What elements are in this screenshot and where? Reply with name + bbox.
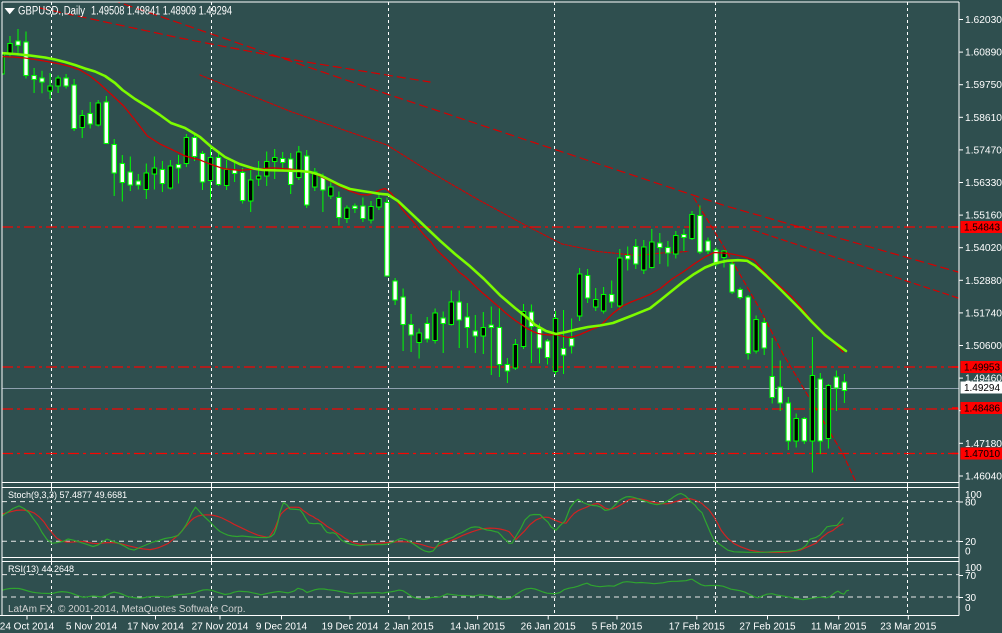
- svg-text:14 Jan 2015: 14 Jan 2015: [450, 622, 505, 633]
- svg-text:17 Feb 2015: 17 Feb 2015: [669, 622, 726, 633]
- svg-text:9 Dec 2014: 9 Dec 2014: [256, 622, 308, 633]
- svg-text:30: 30: [965, 593, 977, 604]
- svg-text:27 Nov 2014: 27 Nov 2014: [192, 622, 249, 633]
- svg-text:17 Nov 2014: 17 Nov 2014: [127, 622, 184, 633]
- svg-text:1.49508 1.49841 1.48909 1.4929: 1.49508 1.49841 1.48909 1.49294: [91, 6, 232, 18]
- svg-text:1.49294: 1.49294: [964, 382, 1000, 394]
- svg-text:27 Feb 2015: 27 Feb 2015: [739, 622, 796, 633]
- svg-text:1.57470: 1.57470: [965, 144, 1002, 156]
- svg-text:70: 70: [965, 571, 977, 582]
- svg-text:0: 0: [965, 547, 971, 558]
- svg-text:1.60890: 1.60890: [965, 47, 1002, 59]
- svg-text:1.48486: 1.48486: [964, 403, 1000, 415]
- svg-text:Stoch(9,3,3) 57.4877 49.6681: Stoch(9,3,3) 57.4877 49.6681: [8, 490, 127, 500]
- svg-text:GBPUSD.,Daily: GBPUSD.,Daily: [18, 6, 85, 18]
- svg-text:5 Feb 2015: 5 Feb 2015: [592, 622, 643, 633]
- svg-text:26 Jan 2015: 26 Jan 2015: [521, 622, 576, 633]
- svg-text:1.62030: 1.62030: [965, 14, 1002, 26]
- svg-text:80: 80: [965, 498, 977, 509]
- svg-text:1.54843: 1.54843: [964, 222, 1000, 234]
- svg-text:1.47180: 1.47180: [965, 438, 1002, 450]
- svg-text:11 Mar 2015: 11 Mar 2015: [811, 622, 867, 633]
- svg-text:1.55160: 1.55160: [965, 210, 1002, 222]
- svg-text:1.50600: 1.50600: [965, 340, 1002, 352]
- svg-text:1.49953: 1.49953: [964, 362, 1000, 374]
- svg-text:19 Dec 2014: 19 Dec 2014: [322, 622, 379, 633]
- svg-text:100: 100: [965, 563, 982, 574]
- svg-text:0: 0: [965, 603, 971, 614]
- svg-text:1.47010: 1.47010: [964, 448, 1000, 460]
- svg-text:1.51740: 1.51740: [965, 307, 1002, 319]
- svg-text:23 Mar 2015: 23 Mar 2015: [880, 622, 937, 633]
- svg-text:5 Nov 2014: 5 Nov 2014: [66, 622, 118, 633]
- svg-text:RSI(13) 44.2648: RSI(13) 44.2648: [8, 564, 74, 574]
- svg-text:100: 100: [965, 490, 982, 501]
- svg-text:1.54020: 1.54020: [965, 242, 1002, 254]
- svg-text:1.52880: 1.52880: [965, 275, 1002, 287]
- svg-text:1.56330: 1.56330: [965, 177, 1002, 189]
- svg-text:2 Jan 2015: 2 Jan 2015: [384, 622, 434, 633]
- svg-text:LatAm FX, © 2001-2014, MetaQuo: LatAm FX, © 2001-2014, MetaQuotes Softwa…: [8, 604, 246, 615]
- svg-text:24 Oct 2014: 24 Oct 2014: [0, 622, 55, 633]
- svg-text:1.59750: 1.59750: [965, 79, 1002, 91]
- svg-text:20: 20: [965, 537, 977, 548]
- svg-text:1.58610: 1.58610: [965, 112, 1002, 124]
- svg-text:1.46040: 1.46040: [965, 471, 1002, 483]
